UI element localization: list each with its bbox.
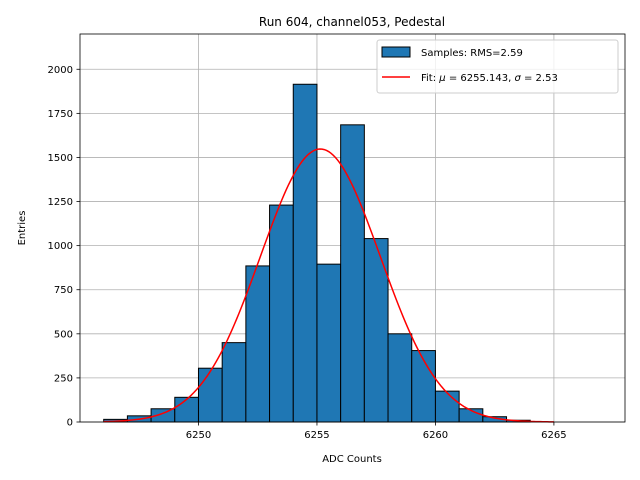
y-tick-label: 500 (54, 329, 73, 340)
legend-fit-prefix: Fit: (421, 73, 439, 84)
x-axis-ticks: 6250 6255 6260 6265 (186, 422, 567, 441)
legend-swatch-samples (381, 46, 411, 58)
x-tick-label: 6265 (541, 430, 566, 441)
legend-box (376, 39, 619, 94)
y-tick-label: 1500 (48, 153, 73, 164)
chart-title: Run 604, channel053, Pedestal (259, 15, 445, 29)
legend: Samples: RMS=2.59 Fit: μ = 6255.143, σ =… (376, 39, 619, 94)
y-tick-label: 2000 (48, 65, 73, 76)
legend-fit-mu-value: = 6255.143, (446, 73, 515, 84)
histogram-bar (434, 390, 460, 423)
y-axis-label: Entries (17, 211, 28, 246)
y-tick-label: 750 (54, 285, 73, 296)
legend-fit-mu-symbol: μ (438, 73, 445, 84)
legend-label-fit: Fit: μ = 6255.143, σ = 2.53 (421, 73, 558, 84)
histogram-bar (221, 342, 247, 423)
x-tick-label: 6250 (186, 430, 211, 441)
histogram-bar (197, 367, 223, 423)
legend-fit-sigma-value: = 2.53 (521, 73, 558, 84)
histogram-bar (174, 396, 199, 423)
x-tick-label: 6255 (304, 430, 329, 441)
x-tick-label: 6260 (423, 430, 448, 441)
histogram-bar (269, 204, 294, 423)
y-axis-ticks: 0 250 500 750 1000 1250 1500 1750 2000 (48, 65, 80, 429)
histogram-bar (387, 333, 413, 423)
y-tick-label: 0 (67, 418, 73, 429)
fit-curve (103, 148, 554, 423)
y-tick-label: 1750 (48, 109, 73, 120)
plot-frame (79, 33, 626, 423)
legend-fit-sigma-symbol: σ (514, 73, 521, 84)
histogram-bar (316, 263, 342, 423)
y-tick-label: 1000 (48, 241, 73, 252)
legend-label-samples: Samples: RMS=2.59 (421, 48, 523, 59)
y-tick-label: 1250 (48, 197, 73, 208)
y-tick-label: 250 (54, 373, 73, 384)
x-axis-label: ADC Counts (322, 454, 382, 465)
histogram-bar (292, 83, 318, 423)
histogram-bar (245, 265, 271, 423)
